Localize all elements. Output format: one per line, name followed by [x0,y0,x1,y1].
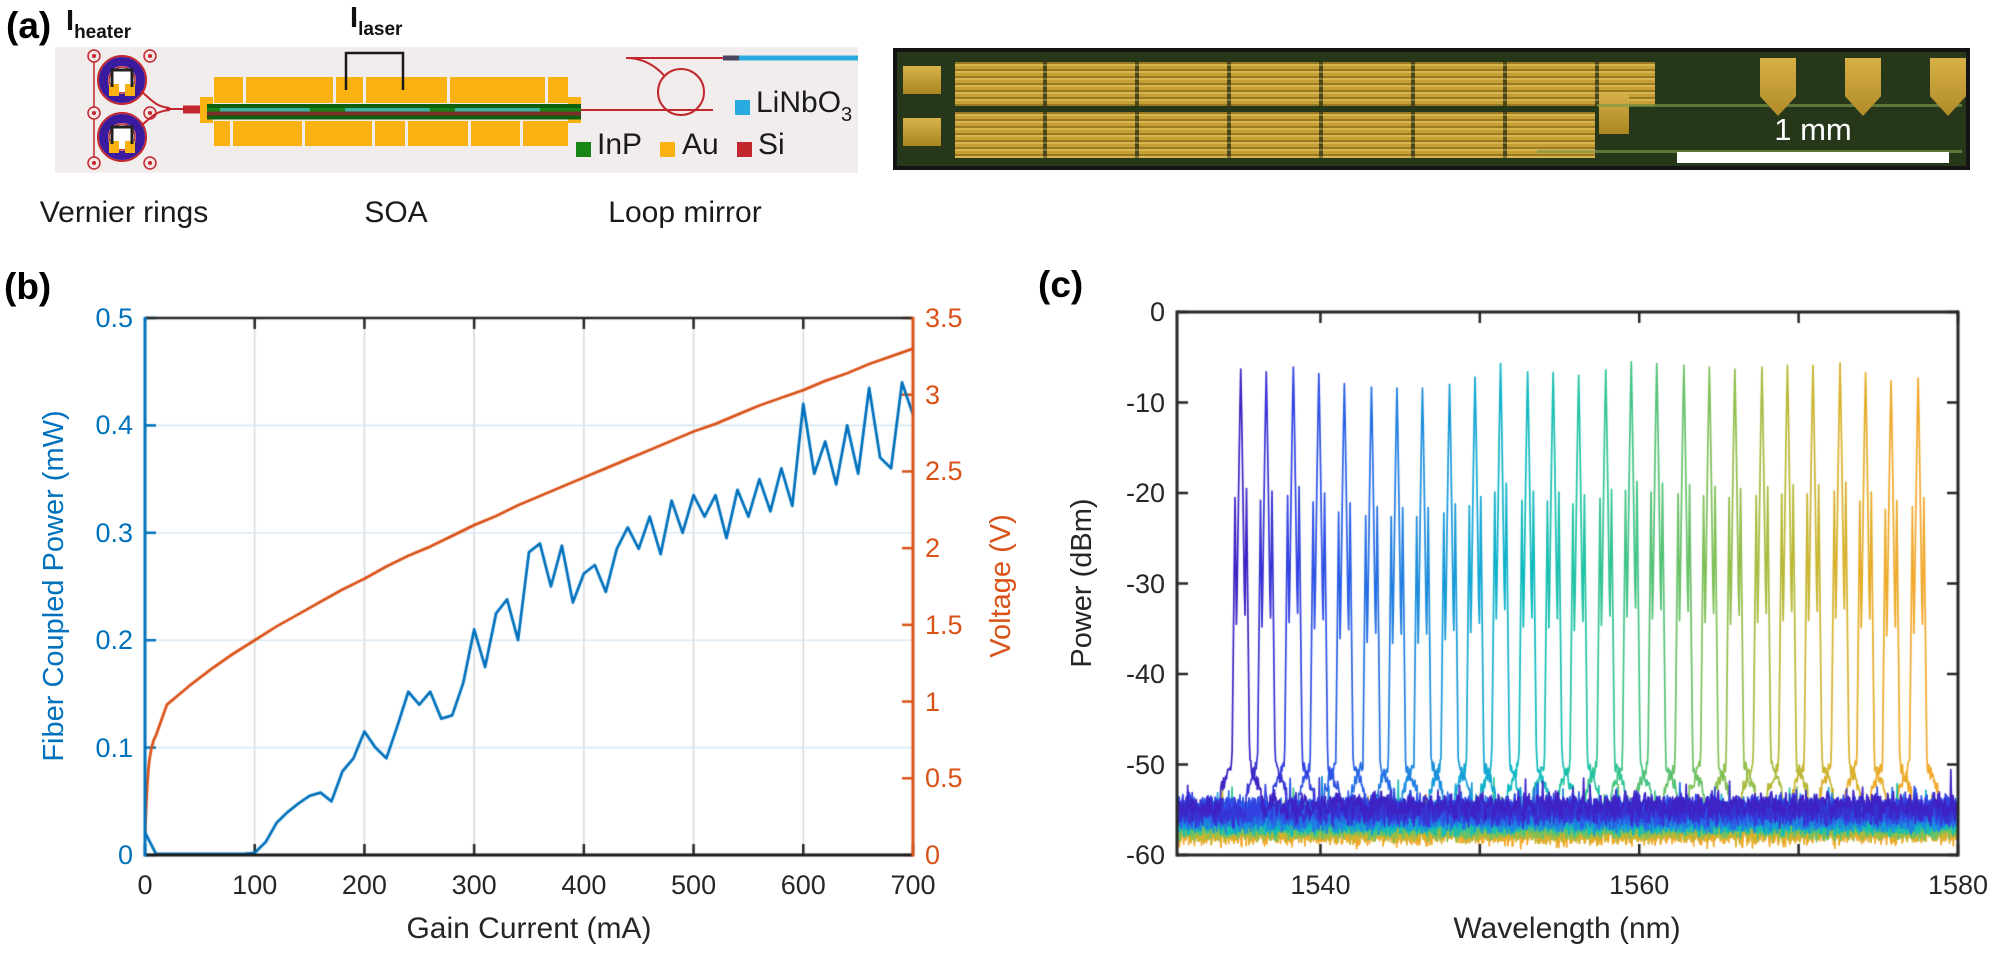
liv-left-y-tick-label: 0 [117,840,133,870]
legend-swatch-au [660,142,675,157]
micrograph-probe-pad [1845,58,1881,116]
spectra-y-tick-label: -30 [1125,568,1165,599]
label-vernier-rings: Vernier rings [39,196,209,229]
bond-pad-dots [87,49,157,170]
legend-swatch-si [737,142,752,157]
inp-gain-waveguide [207,104,581,120]
liv-right-y-tick-label: 1.5 [925,609,963,640]
liv-x-tick-label: 700 [890,870,936,900]
si-waveguides [140,90,184,127]
micrograph-waveguide-line [1537,150,1962,153]
spectra-y-tick-label: -20 [1125,478,1165,508]
si-taper [183,105,209,114]
i-heater-label: Iheater [66,5,131,44]
laser-schematic-drawing [55,47,858,173]
i-laser-label: Ilaser [350,2,402,41]
liv-left-y-tick-label: 0.2 [95,625,133,656]
legend-label-linbo: LiNbO3 [756,86,853,126]
micrograph-probe-pad [1930,58,1966,116]
liv-x-tick-label: 400 [561,870,607,900]
loop-mirror-waveguide [581,57,723,116]
spectra-x-tick-label: 1540 [1290,870,1351,900]
spectra-y-tick-label: -60 [1125,840,1165,870]
heater-trace-icon [110,68,134,87]
micrograph-gold-band-bottom [955,112,1595,158]
liv-x-tick-label: 0 [137,870,153,900]
micrograph-pad [903,118,941,146]
linbo3-output-waveguide [739,55,858,61]
liv-left-axis-label: Fiber Coupled Power (mW) [37,410,70,762]
spectra-y-tick-label: -50 [1125,749,1165,780]
laser-current-probe-bracket [344,51,405,90]
liv-left-y-tick-label: 0.1 [95,732,133,763]
i-laser-subscript: laser [358,19,403,40]
micrograph-pad [1599,92,1629,134]
scale-bar-label: 1 mm [1774,112,1852,147]
liv-right-y-tick-label: 0.5 [925,763,963,794]
liv-x-tick-label: 300 [451,870,497,900]
liv-right-y-tick-label: 1 [925,686,941,717]
liv-x-axis-label: Gain Current (mA) [406,912,652,945]
liv-left-y-tick-label: 0.5 [95,303,133,333]
spectra-y-tick-label: 0 [1149,297,1165,327]
liv-right-y-tick-label: 2.5 [925,456,963,487]
liv-right-y-tick-label: 3 [925,379,941,410]
micrograph-probe-pad [1760,58,1796,116]
i-heater-subscript: heater [74,22,132,43]
liv-x-tick-label: 100 [232,870,278,900]
label-loop-mirror: Loop mirror [608,196,762,229]
heater-trace-icon [110,125,134,144]
legend-label-au: Au [682,128,719,161]
liv-left-y-tick-label: 0.4 [95,410,133,441]
spectra-y-tick-label: -40 [1125,659,1165,689]
liv-left-y-tick-label: 0.3 [95,517,133,548]
micrograph-pad [903,66,941,94]
label-soa: SOA [364,196,428,229]
micrograph-gold-band-top [955,62,1655,106]
liv-x-tick-label: 200 [341,870,387,900]
legend-swatch-inp [576,142,591,157]
i-heater-symbol: I [66,5,75,37]
soa-gold-contacts [200,77,581,146]
si-linbo3-transition [723,55,739,61]
liv-right-y-tick-label: 3.5 [925,303,963,333]
panel-b-letter: (b) [4,266,52,307]
i-laser-symbol: I [350,2,359,34]
spectra-x-tick-label: 1560 [1609,870,1670,900]
legend-label-inp: InP [597,128,643,161]
vernier-ring-2 [97,112,147,162]
legend-label-si: Si [758,128,785,161]
liv-x-tick-label: 600 [780,870,826,900]
chip-micrograph: 1 mm [893,48,1970,170]
liv-x-tick-label: 500 [671,870,717,900]
liv-right-y-tick-label: 2 [925,533,941,564]
spectra-x-tick-label: 1580 [1927,870,1989,900]
spectra-y-tick-label: -10 [1125,387,1165,418]
liv-right-y-tick-label: 0 [925,840,941,870]
scale-bar [1677,152,1949,163]
spectra-x-axis-label: Wavelength (nm) [1453,912,1681,945]
panel-a-letter: (a) [6,5,52,46]
vernier-ring-1 [97,55,147,105]
legend-swatch-linbo [735,100,750,115]
panel-c-letter: (c) [1038,264,1084,305]
